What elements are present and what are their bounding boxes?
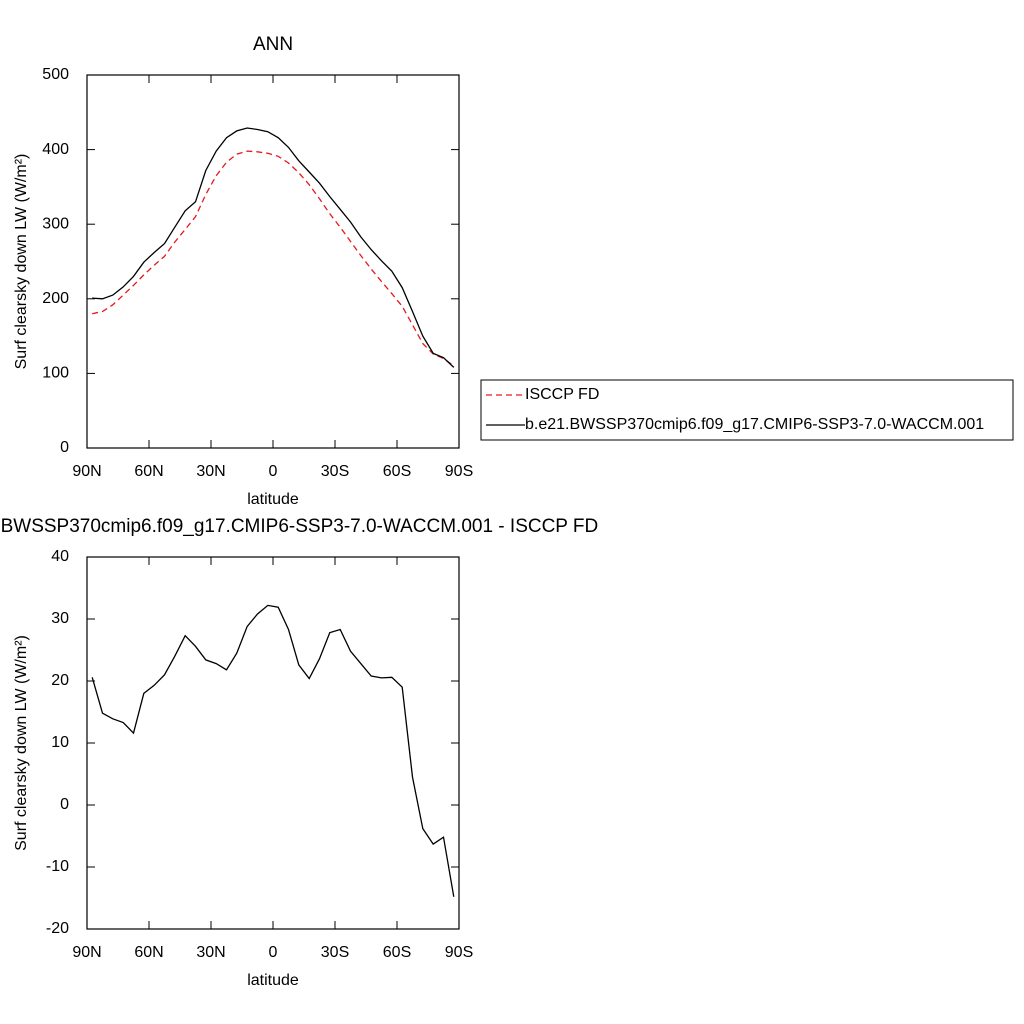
x-tick-label: 30S: [321, 463, 349, 480]
chart-title: b.e21.BWSSP370cmip6.f09_g17.CMIP6-SSP3-7…: [0, 516, 598, 537]
x-tick-label: 30N: [196, 944, 225, 961]
plot-frame: [86, 556, 460, 930]
legend: ISCCP FD b.e21.BWSSP370cmip6.f09_g17.CMIP…: [480, 379, 1014, 441]
x-tick-label: 60S: [383, 944, 411, 961]
x-tick-label: 90S: [445, 944, 473, 961]
x-tick-label: 0: [269, 463, 278, 480]
y-axis-label: Surf clearsky down LW (W/m²): [13, 635, 30, 851]
x-axis-label: latitude: [247, 972, 299, 989]
y-tick-label: 10: [51, 734, 69, 751]
y-tick-label: 30: [51, 610, 69, 627]
y-tick-label: 400: [42, 141, 69, 158]
x-tick-label: 60N: [134, 944, 163, 961]
x-tick-label: 90S: [445, 463, 473, 480]
y-tick-label: -10: [46, 858, 69, 875]
y-tick-label: 300: [42, 215, 69, 232]
legend-label: ISCCP FD: [525, 386, 599, 403]
x-tick-label: 0: [269, 944, 278, 961]
x-tick-label: 90N: [72, 463, 101, 480]
y-tick-label: 40: [51, 548, 69, 565]
x-tick-label: 60N: [134, 463, 163, 480]
y-tick-label: 200: [42, 290, 69, 307]
legend-frame: [480, 379, 1014, 441]
data-line: [92, 127, 455, 368]
y-tick-label: 100: [42, 365, 69, 382]
y-tick-label: 20: [51, 672, 69, 689]
y-tick-label: 0: [60, 796, 69, 813]
data-line: [91, 604, 455, 897]
x-tick-label: 60S: [383, 463, 411, 480]
x-tick-label: 30N: [196, 463, 225, 480]
y-tick-label: 0: [60, 439, 69, 456]
x-axis-label: latitude: [247, 491, 299, 508]
data-line: [92, 150, 455, 367]
y-axis-label: Surf clearsky down LW (W/m²): [13, 154, 30, 370]
chart-title: ANN: [253, 34, 293, 55]
x-tick-label: 30S: [321, 944, 349, 961]
legend-label: b.e21.BWSSP370cmip6.f09_g17.CMIP6-SSP3-7…: [525, 416, 984, 433]
plot-frame: [86, 74, 460, 449]
y-tick-label: 500: [42, 66, 69, 83]
y-tick-label: -20: [46, 920, 69, 937]
x-tick-label: 90N: [72, 944, 101, 961]
